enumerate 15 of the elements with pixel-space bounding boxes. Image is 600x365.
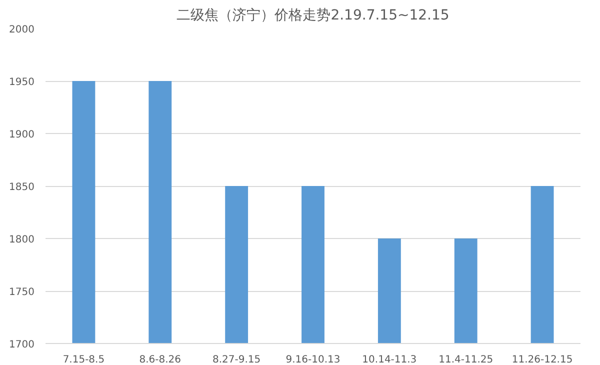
x-tick-label: 8.27-9.15: [212, 354, 261, 365]
x-tick-label: 11.4-11.25: [438, 354, 494, 365]
chart-title: 二级焦（济宁）价格走势2.19.7.15~12.15: [176, 8, 450, 24]
y-tick-label: 1900: [9, 130, 35, 140]
x-tick-label: 11.26-12.15: [512, 354, 573, 365]
x-tick-label: 7.15-8.5: [62, 354, 105, 365]
y-tick-label: 1750: [9, 287, 35, 298]
y-tick-label: 1850: [9, 182, 35, 193]
y-tick-label: 1950: [9, 77, 35, 88]
y-tick-label: 1700: [9, 340, 35, 350]
x-tick-label: 9.16-10.13: [286, 354, 340, 365]
y-tick-label: 1800: [9, 234, 35, 246]
x-tick-label: 10.14-11.3: [362, 354, 417, 365]
x-tick-label: 8.6-8.26: [139, 354, 182, 365]
y-tick-label: 2000: [9, 24, 35, 36]
